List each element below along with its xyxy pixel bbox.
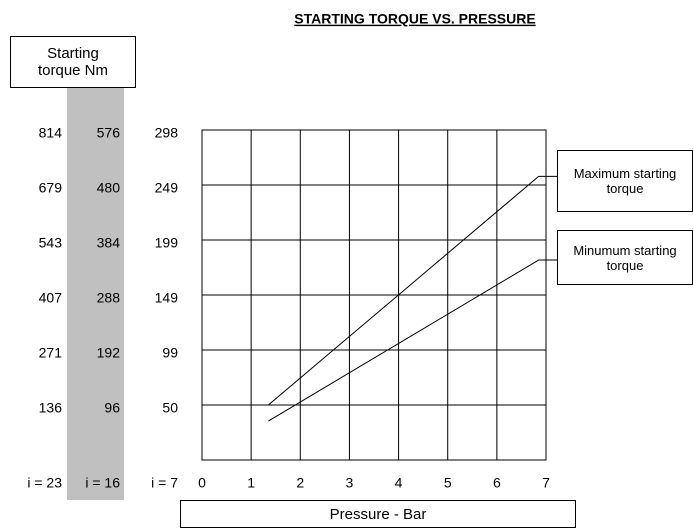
y-tick-label: 288: [97, 290, 121, 306]
series-line: [268, 176, 539, 406]
x-tick-label: 4: [395, 475, 403, 491]
y-tick-label: 543: [39, 235, 63, 251]
y-tick-label: 814: [39, 125, 63, 141]
series-line: [268, 259, 539, 422]
x-tick-label: 3: [346, 475, 354, 491]
x-tick-label: 2: [296, 475, 304, 491]
ratio-label: i = 16: [85, 475, 120, 491]
y-tick-label: 192: [97, 345, 121, 361]
ratio-label: i = 7: [151, 475, 178, 491]
x-tick-label: 5: [444, 475, 452, 491]
y-tick-label: 679: [39, 180, 63, 196]
y-tick-label: 384: [97, 235, 121, 251]
legend-entry: Minumum starting torque: [557, 230, 693, 285]
x-axis-label: Pressure - Bar: [180, 500, 576, 528]
y-tick-label: 480: [97, 180, 121, 196]
y-tick-label: 576: [97, 125, 121, 141]
y-tick-label: 271: [39, 345, 63, 361]
y-tick-label: 199: [155, 235, 179, 251]
y-tick-label: 136: [39, 400, 63, 416]
y-tick-label: 99: [162, 345, 178, 361]
x-tick-label: 0: [198, 475, 206, 491]
y-tick-label: 249: [155, 180, 179, 196]
highlight-column: [67, 88, 124, 500]
y-tick-label: 50: [162, 400, 178, 416]
x-tick-label: 1: [247, 475, 255, 491]
x-tick-label: 7: [542, 475, 550, 491]
legend-entry: Maximum starting torque: [557, 150, 693, 212]
y-axis-label: Starting torque Nm: [10, 36, 136, 88]
chart-title: STARTING TORQUE VS. PRESSURE: [294, 11, 535, 27]
ratio-label: i = 23: [27, 475, 62, 491]
y-tick-label: 96: [104, 400, 120, 416]
y-tick-label: 149: [155, 290, 179, 306]
x-tick-label: 6: [493, 475, 501, 491]
y-tick-label: 407: [39, 290, 63, 306]
y-tick-label: 298: [155, 125, 179, 141]
